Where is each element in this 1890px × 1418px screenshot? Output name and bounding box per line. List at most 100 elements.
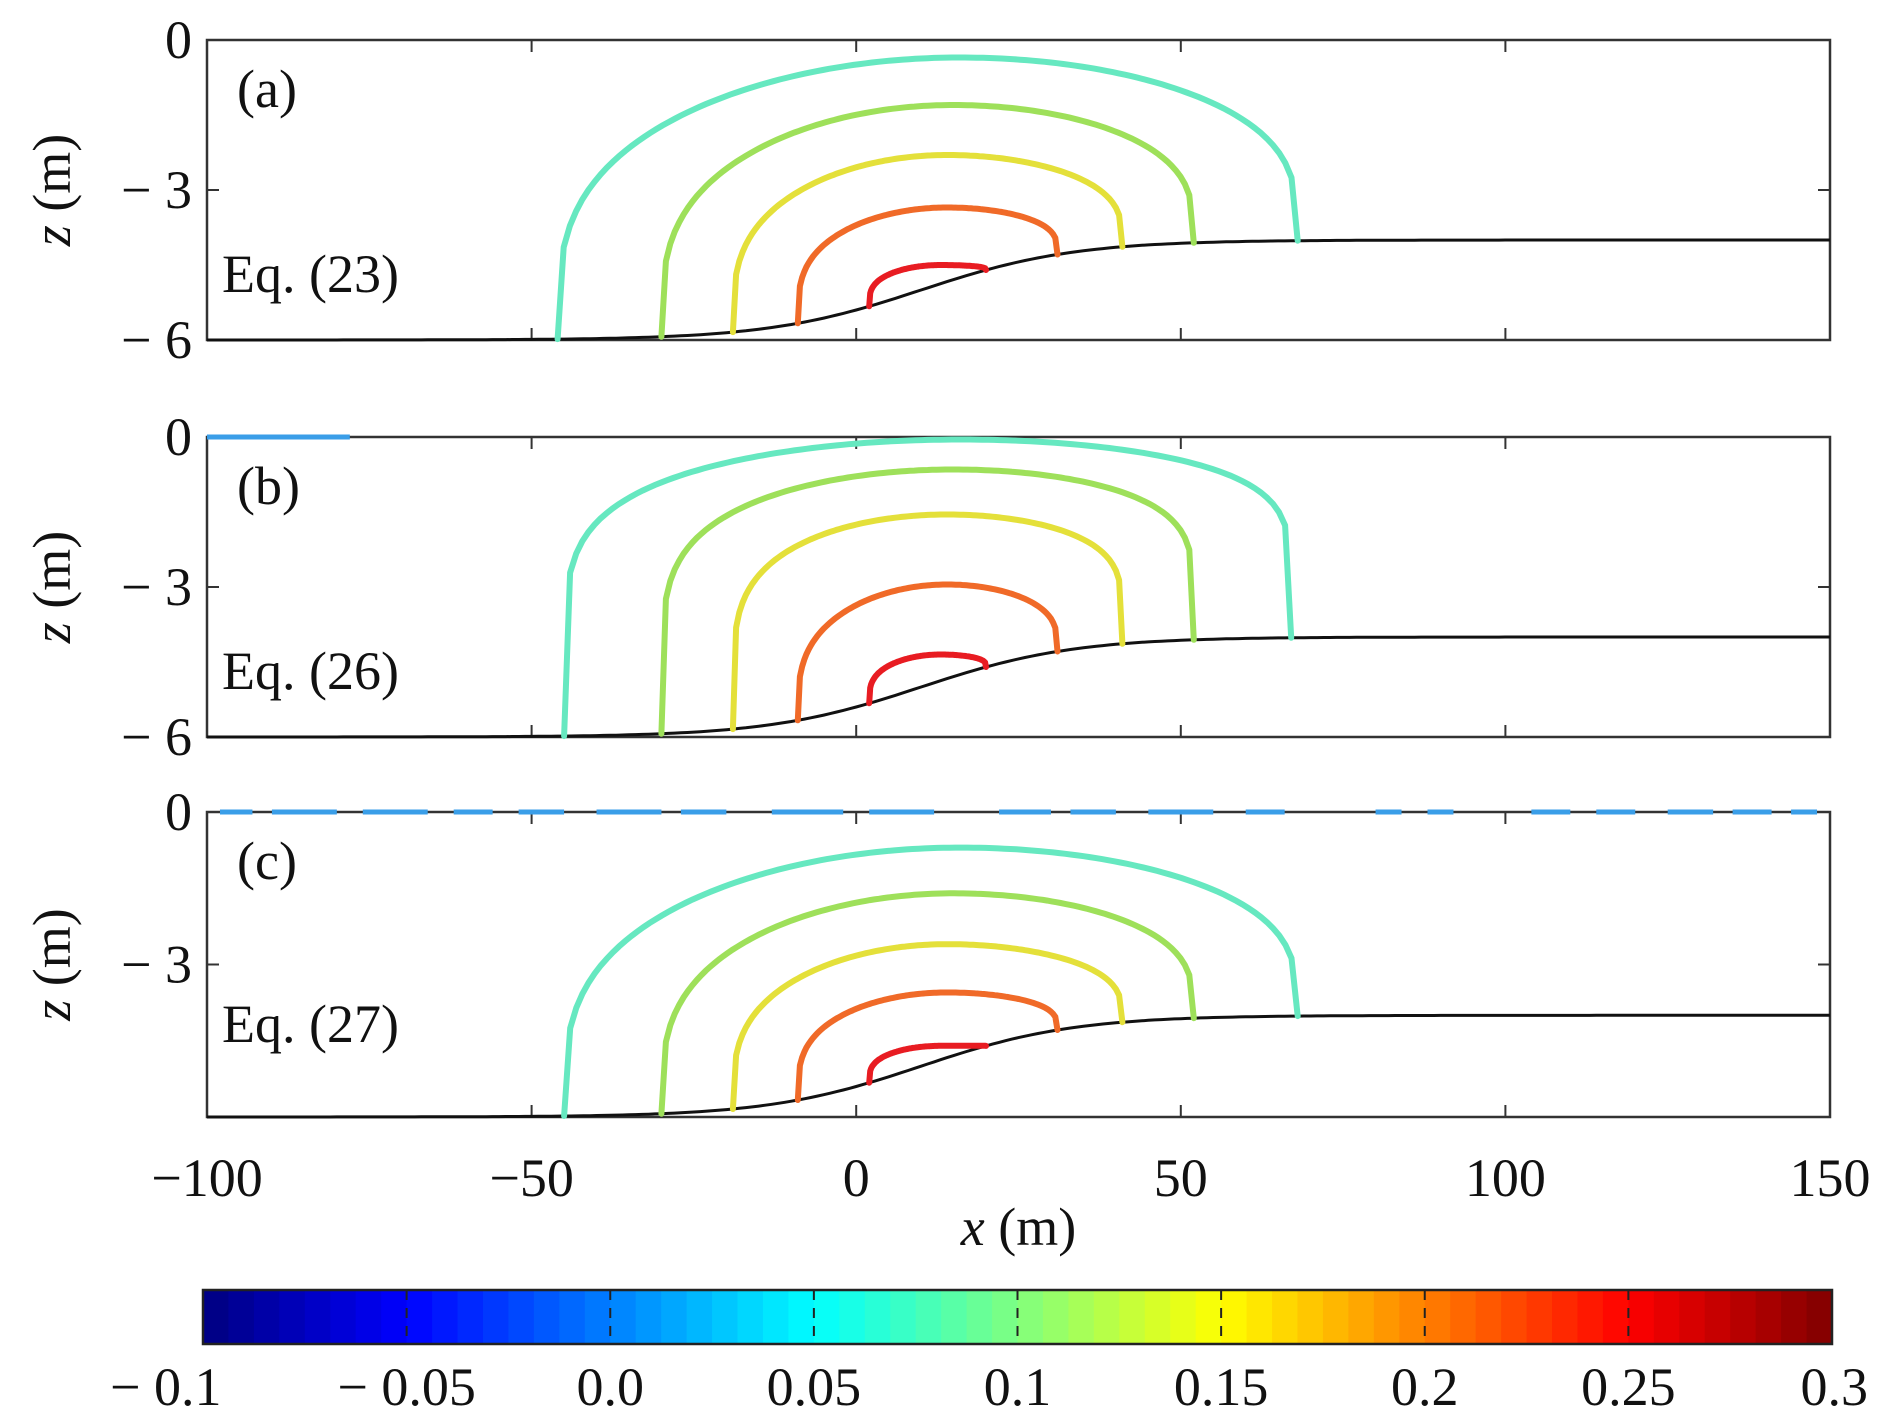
panel-label: (b) [237,456,300,516]
colorbar-cell [330,1290,357,1344]
colorbar-tick-label: 0.25 [1581,1357,1676,1417]
colorbar-cell [1602,1290,1630,1344]
colorbar-cell [839,1290,866,1344]
colorbar-cell [228,1290,255,1344]
colorbar-cell [635,1290,662,1344]
y-axis-var: z [22,225,82,247]
y-tick-label: 0 [165,407,192,467]
plot-area [205,810,1832,1119]
contour-0.25 [866,651,989,707]
colorbar-cell [1272,1290,1299,1344]
colorbar-cell [610,1290,637,1344]
colorbar-tick-label: − 0.05 [337,1357,475,1417]
contour-0.2 [794,581,1061,724]
colorbar-cell [1093,1290,1121,1344]
colorbar-cell [1755,1290,1782,1344]
x-tick-label: 0 [843,1148,870,1208]
y-tick-label: − 3 [121,557,192,617]
x-tick-label: 50 [1154,1148,1208,1208]
colorbar-cell [279,1290,306,1344]
plot-area [205,435,1832,739]
colorbar-cell [1144,1290,1172,1344]
colorbar-cell [508,1290,535,1344]
colorbar-cell [1501,1290,1528,1344]
y-axis-unit: (m) [22,908,82,999]
colorbar-cell [1297,1290,1324,1344]
colorbar-cell [253,1290,281,1344]
colorbar-cell [661,1290,688,1344]
colorbar-cell [1806,1290,1833,1344]
colorbar-cell [1119,1290,1146,1344]
panel-c: 0 − 3 (c) Eq. (27) z (m) [22,782,1832,1119]
contour-0.1 [658,466,1197,737]
colorbar-cell [559,1290,586,1344]
contour-0.25 [866,262,989,310]
equation-label: Eq. (23) [222,244,399,304]
x-tick-label: −100 [151,1148,262,1208]
y-tick-label: − 6 [121,707,192,767]
y-axis-var: z [22,622,82,644]
contour-0.15 [729,511,1126,733]
colorbar-cell [966,1290,993,1344]
contour-0.05 [561,436,1295,740]
colorbar-cell [1653,1290,1681,1344]
colorbar-cell [1552,1290,1579,1344]
colorbar-cell [1424,1290,1452,1344]
contour-0.2 [794,204,1061,327]
colorbar-cell [533,1290,561,1344]
contour-0.05 [561,844,1301,1119]
y-axis-var: z [22,1000,82,1022]
colorbar-tick-label: 0.0 [577,1357,645,1417]
colorbar-cell [1068,1290,1095,1344]
colorbar-cell [1195,1290,1222,1344]
y-tick-label: 0 [165,10,192,70]
panel-label: (a) [237,59,297,119]
colorbar-cell [355,1290,382,1344]
colorbar-cell [1042,1290,1070,1344]
panel-b: 0 − 3 − 6 (b) Eq. (26) z (m) [22,407,1832,767]
colorbar-cell [1322,1290,1350,1344]
y-tick-label: − 3 [121,160,192,220]
panel-a: 0 − 3 − 6 (a) Eq. (23) z (m) [22,10,1832,370]
colorbar-cell [203,1290,230,1344]
x-tick-label: 100 [1465,1148,1546,1208]
colorbar-tick-label: 0.3 [1801,1357,1869,1417]
colorbar-cell [1170,1290,1197,1344]
y-tick-label: − 6 [121,310,192,370]
colorbar-cell [992,1290,1019,1344]
equation-label: Eq. (27) [222,994,399,1054]
colorbar-cell [1679,1290,1706,1344]
colorbar-cell [915,1290,942,1344]
colorbar-cell [482,1290,510,1344]
colorbar-cell [813,1290,841,1344]
colorbar-tick-label: 0.2 [1391,1357,1459,1417]
colorbar-cell [1221,1290,1248,1344]
colorbar-cell [762,1290,790,1344]
x-axis-var: x [960,1197,985,1257]
colorbar-cell [432,1290,459,1344]
colorbar-tick-label: 0.15 [1174,1357,1269,1417]
y-axis-label: z (m) [22,531,82,644]
colorbar-cell [1526,1290,1553,1344]
colorbar-cell [1399,1290,1426,1344]
contour-0.2 [794,989,1061,1103]
equation-label: Eq. (26) [222,641,399,701]
colorbar-cell [1348,1290,1375,1344]
contour-0.15 [729,152,1126,336]
colorbar-cell [1475,1290,1502,1344]
bathymetry-line [207,1013,1830,1119]
colorbar: − 0.1 − 0.05 0.0 0.05 0.1 0.15 0.2 0.25 0.3 [110,1288,1869,1417]
y-axis-label: z (m) [22,134,82,247]
y-axis-label: z (m) [22,908,82,1021]
contour-0.25 [866,1042,989,1086]
x-axis-label: x (m) [960,1197,1076,1257]
y-tick-label: − 3 [121,935,192,995]
colorbar-cell [890,1290,917,1344]
colorbar-cell [737,1290,764,1344]
bathymetry-line [207,635,1830,739]
colorbar-cell [1246,1290,1273,1344]
contour-0.15 [729,941,1126,1112]
contour-0.1 [658,102,1197,340]
colorbar-cell [1373,1290,1401,1344]
